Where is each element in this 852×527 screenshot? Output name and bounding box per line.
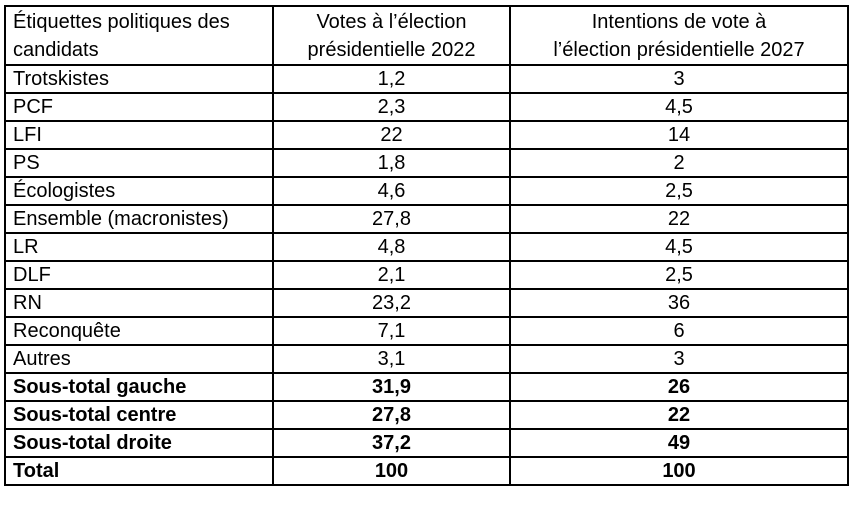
row-label: RN xyxy=(4,288,274,318)
row-label: DLF xyxy=(4,260,274,290)
votes-2022-value: 1,2 xyxy=(272,64,511,94)
intentions-2027-value: 6 xyxy=(509,316,849,346)
intentions-2027-value: 26 xyxy=(509,372,849,402)
table-row-sous-total-droite: Sous-total droite 37,2 49 xyxy=(4,428,849,458)
intentions-2027-value: 2,5 xyxy=(509,260,849,290)
column-header-labels: Étiquettes politiques des candidats xyxy=(4,5,274,66)
table-row-autres: Autres 3,1 3 xyxy=(4,344,849,374)
intentions-2027-value: 100 xyxy=(509,456,849,486)
table-row-reconquete: Reconquête 7,1 6 xyxy=(4,316,849,346)
row-label: LFI xyxy=(4,120,274,150)
table-row-sous-total-centre: Sous-total centre 27,8 22 xyxy=(4,400,849,430)
votes-2022-value: 22 xyxy=(272,120,511,150)
row-label: Reconquête xyxy=(4,316,274,346)
votes-2022-value: 23,2 xyxy=(272,288,511,318)
votes-2022-value: 27,8 xyxy=(272,204,511,234)
row-label: PCF xyxy=(4,92,274,122)
intentions-2027-value: 36 xyxy=(509,288,849,318)
table-row-pcf: PCF 2,3 4,5 xyxy=(4,92,849,122)
column-header-intentions-2027: Intentions de vote à l’élection présiden… xyxy=(509,5,849,66)
votes-2022-value: 4,8 xyxy=(272,232,511,262)
header-line: Intentions de vote à xyxy=(591,10,767,33)
header-line: l’élection présidentielle 2027 xyxy=(553,38,805,61)
table-row-lfi: LFI 22 14 xyxy=(4,120,849,150)
votes-2022-value: 100 xyxy=(272,456,511,486)
intentions-2027-value: 2 xyxy=(509,148,849,178)
votes-2022-value: 3,1 xyxy=(272,344,511,374)
header-line: candidats xyxy=(13,38,99,61)
votes-2022-value: 4,6 xyxy=(272,176,511,206)
table-row-ecologistes: Écologistes 4,6 2,5 xyxy=(4,176,849,206)
intentions-2027-value: 3 xyxy=(509,64,849,94)
table-row-lr: LR 4,8 4,5 xyxy=(4,232,849,262)
intentions-2027-value: 2,5 xyxy=(509,176,849,206)
votes-2022-value: 1,8 xyxy=(272,148,511,178)
intentions-2027-value: 49 xyxy=(509,428,849,458)
intentions-2027-value: 4,5 xyxy=(509,232,849,262)
header-line: Étiquettes politiques des xyxy=(13,10,230,33)
row-label: Sous-total droite xyxy=(4,428,274,458)
votes-2022-value: 37,2 xyxy=(272,428,511,458)
table-row-ensemble: Ensemble (macronistes) 27,8 22 xyxy=(4,204,849,234)
intentions-2027-value: 22 xyxy=(509,400,849,430)
table-row-ps: PS 1,8 2 xyxy=(4,148,849,178)
table-row-dlf: DLF 2,1 2,5 xyxy=(4,260,849,290)
table-row-total: Total 100 100 xyxy=(4,456,849,486)
votes-2022-value: 31,9 xyxy=(272,372,511,402)
table-row-rn: RN 23,2 36 xyxy=(4,288,849,318)
row-label: Sous-total centre xyxy=(4,400,274,430)
votes-2022-value: 27,8 xyxy=(272,400,511,430)
intentions-2027-value: 14 xyxy=(509,120,849,150)
intentions-2027-value: 22 xyxy=(509,204,849,234)
votes-2022-value: 7,1 xyxy=(272,316,511,346)
table-row-trotskistes: Trotskistes 1,2 3 xyxy=(4,64,849,94)
row-label: Total xyxy=(4,456,274,486)
votes-2022-value: 2,3 xyxy=(272,92,511,122)
row-label: Trotskistes xyxy=(4,64,274,94)
row-label: Ensemble (macronistes) xyxy=(4,204,274,234)
column-header-votes-2022: Votes à l’élection présidentielle 2022 xyxy=(272,5,511,66)
intentions-2027-value: 4,5 xyxy=(509,92,849,122)
table-row-sous-total-gauche: Sous-total gauche 31,9 26 xyxy=(4,372,849,402)
row-label: LR xyxy=(4,232,274,262)
row-label: Écologistes xyxy=(4,176,274,206)
votes-2022-value: 2,1 xyxy=(272,260,511,290)
row-label: Sous-total gauche xyxy=(4,372,274,402)
header-row: Étiquettes politiques des candidats Vote… xyxy=(4,5,849,66)
header-line: présidentielle 2022 xyxy=(307,38,476,61)
intentions-2027-value: 3 xyxy=(509,344,849,374)
row-label: PS xyxy=(4,148,274,178)
election-results-table: Étiquettes politiques des candidats Vote… xyxy=(4,5,849,486)
header-line: Votes à l’élection xyxy=(316,10,467,33)
table-header: Étiquettes politiques des candidats Vote… xyxy=(4,5,849,66)
table-body: Trotskistes 1,2 3 PCF 2,3 4,5 LFI 22 14 … xyxy=(4,64,849,486)
row-label: Autres xyxy=(4,344,274,374)
